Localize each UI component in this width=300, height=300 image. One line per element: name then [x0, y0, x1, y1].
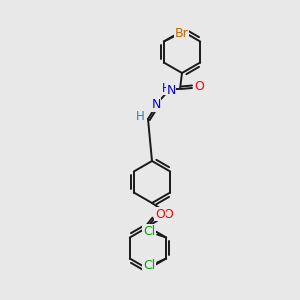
Text: Cl: Cl	[143, 225, 155, 238]
Text: N: N	[166, 83, 176, 97]
Text: O: O	[163, 208, 173, 220]
Text: O: O	[194, 80, 204, 94]
Text: Br: Br	[175, 27, 189, 40]
Text: H: H	[136, 110, 144, 122]
Text: H: H	[162, 82, 170, 94]
Text: Cl: Cl	[143, 259, 155, 272]
Text: N: N	[151, 98, 161, 112]
Text: O: O	[155, 208, 165, 220]
